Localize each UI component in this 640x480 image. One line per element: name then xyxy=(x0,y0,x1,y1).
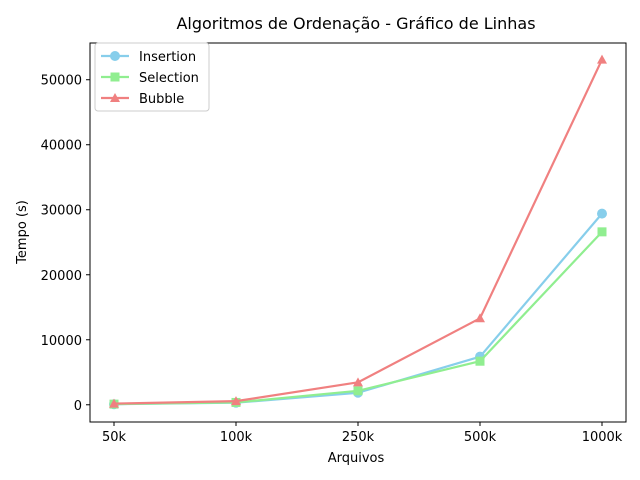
data-point-bubble xyxy=(597,54,607,64)
y-axis: 0 10000 20000 30000 40000 50000 xyxy=(41,74,90,414)
series-layer xyxy=(109,54,607,410)
x-tick-label: 250k xyxy=(342,430,375,445)
data-point-bubble xyxy=(475,313,485,323)
legend-item-selection: Selection xyxy=(101,71,199,86)
x-axis-label: Arquivos xyxy=(328,451,385,466)
legend-swatch-marker xyxy=(110,72,120,82)
data-point-bubble xyxy=(353,377,363,387)
legend-item-bubble: Bubble xyxy=(101,92,184,107)
chart-title: Algoritmos de Ordenação - Gráfico de Lin… xyxy=(176,14,535,33)
legend-item-insertion: Insertion xyxy=(101,50,196,65)
legend-swatch-marker xyxy=(110,93,120,102)
series-bubble xyxy=(109,54,607,408)
data-point-insertion xyxy=(597,208,607,219)
y-axis-label: Tempo (s) xyxy=(15,200,30,265)
legend-label: Bubble xyxy=(139,92,184,107)
x-tick-label: 50k xyxy=(102,430,127,445)
y-tick-label: 30000 xyxy=(41,204,82,219)
data-point-selection xyxy=(597,227,607,237)
y-tick-label: 10000 xyxy=(41,334,82,349)
data-point-selection xyxy=(353,386,363,396)
x-tick-label: 500k xyxy=(464,430,497,445)
x-axis: 50k 100k 250k 500k 1000k xyxy=(102,422,623,445)
legend: Insertion Selection Bubble xyxy=(94,42,210,112)
y-tick-label: 40000 xyxy=(41,139,82,154)
legend-label: Insertion xyxy=(139,50,196,65)
y-tick-label: 50000 xyxy=(41,74,82,89)
data-point-bubble xyxy=(231,396,241,406)
y-tick-label: 0 xyxy=(74,399,82,414)
legend-box xyxy=(94,42,210,112)
x-tick-label: 100k xyxy=(220,430,253,445)
data-point-selection xyxy=(475,356,485,366)
y-tick-label: 20000 xyxy=(41,269,82,284)
legend-label: Selection xyxy=(139,71,199,86)
legend-swatch-marker xyxy=(110,51,120,61)
x-tick-label: 1000k xyxy=(582,430,623,445)
data-point-bubble xyxy=(109,398,119,408)
